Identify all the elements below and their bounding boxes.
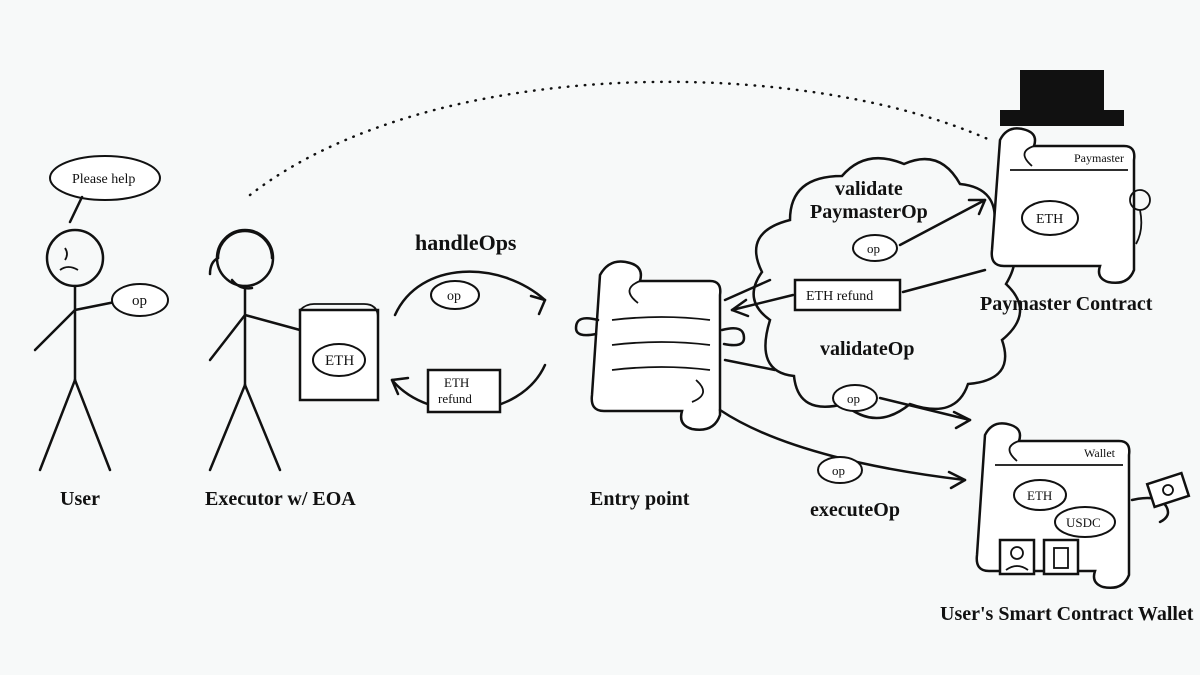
paymaster-label: Paymaster Contract (980, 293, 1153, 315)
user-speech: Please help (72, 172, 135, 187)
validate-paymaster-b: PaymasterOp (810, 201, 928, 223)
eth-refund-2: ETH refund (806, 289, 873, 304)
executeop-group: op executeOp (720, 410, 965, 521)
user-label: User (60, 488, 100, 510)
paymaster-eth: ETH (1036, 212, 1063, 227)
eth-refund-1a: ETH (444, 375, 469, 390)
wallet-tag: Wallet (1084, 446, 1116, 460)
wallet-contract: Wallet ETH USDC (977, 423, 1189, 587)
vo-op: op (847, 391, 860, 406)
validateop-label: validateOp (820, 338, 914, 360)
handleops-op: op (447, 289, 461, 304)
executeop-label: executeOp (810, 499, 900, 521)
ep-to-cloud-1 (725, 280, 770, 300)
handleops-label: handleOps (415, 230, 517, 255)
executor-figure: ETH (210, 230, 378, 470)
validate-paymaster-a: validate (835, 178, 903, 200)
entrypoint-label: Entry point (590, 488, 690, 510)
eth-refund-1b: refund (438, 391, 472, 406)
user-op: op (132, 293, 147, 309)
user-figure: Please help op (35, 156, 168, 470)
paymaster-tag: Paymaster (1074, 151, 1124, 165)
handleops-group: handleOps op ETH refund (392, 230, 545, 412)
diagram-canvas: Please help op User ETH Executor w/ EOA … (0, 0, 1200, 675)
executor-eth: ETH (325, 353, 354, 369)
exec-op: op (832, 463, 845, 478)
cloud: validate PaymasterOp op ETH refund valid… (732, 158, 1020, 428)
wallet-usdc: USDC (1066, 515, 1101, 530)
paymaster-contract: Paymaster ETH (992, 70, 1150, 283)
wallet-label: User's Smart Contract Wallet (940, 603, 1194, 625)
wallet-eth: ETH (1027, 488, 1052, 503)
executor-label: Executor w/ EOA (205, 488, 356, 510)
vp-op: op (867, 241, 880, 256)
entrypoint-scroll (576, 262, 744, 430)
